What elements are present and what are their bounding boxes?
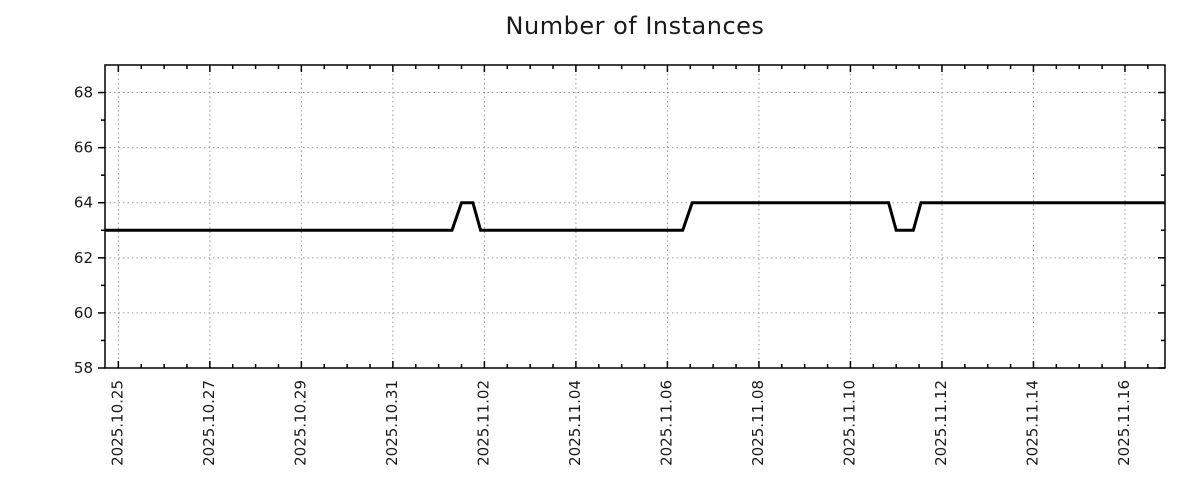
y-tick-label: 64	[74, 194, 93, 212]
x-axis-labels: 2025.10.25 2025.10.27 2025.10.29 2025.10.31…	[108, 380, 1133, 466]
y-tick-label: 62	[74, 249, 93, 267]
x-tick-label-group: 2025.11.16	[1115, 380, 1133, 466]
x-tick-label-group: 2025.11.14	[1023, 380, 1041, 466]
y-tick-label: 58	[74, 359, 93, 377]
x-tick-label-group: 2025.10.31	[383, 380, 401, 466]
x-tick-label-group: 2025.10.27	[200, 380, 218, 466]
x-tick-label: 2025.10.25	[108, 380, 126, 466]
plot-border-rect	[104, 64, 1166, 369]
x-tick-label: 2025.11.02	[474, 380, 492, 466]
x-tick-label: 2025.11.04	[566, 380, 584, 466]
x-tick-label-group: 2025.11.12	[932, 380, 950, 466]
data-line-instances	[105, 201, 1165, 232]
y-tick-label: 68	[74, 84, 93, 102]
x-tick-label: 2025.11.14	[1023, 380, 1041, 466]
y-tick-label: 60	[74, 304, 93, 322]
plot-border	[104, 64, 1166, 369]
x-tick-label-group: 2025.11.02	[474, 380, 492, 466]
x-tick-label: 2025.11.10	[840, 380, 858, 466]
x-tick-label-group: 2025.10.25	[108, 380, 126, 466]
x-tick-label-group: 2025.11.08	[749, 380, 767, 466]
data-series	[105, 201, 1165, 232]
x-tick-label: 2025.11.12	[932, 380, 950, 466]
chart-title: Number of Instances	[505, 12, 765, 40]
y-tick-label: 66	[74, 139, 93, 157]
x-tick-label: 2025.10.29	[291, 380, 309, 466]
axis-ticks	[98, 65, 1165, 369]
x-tick-label: 2025.11.06	[657, 380, 675, 466]
x-tick-label-group: 2025.11.04	[566, 380, 584, 466]
x-tick-label-group: 2025.11.06	[657, 380, 675, 466]
x-tick-label: 2025.11.16	[1115, 380, 1133, 466]
gridlines	[105, 65, 1165, 368]
x-tick-label-group: 2025.10.29	[291, 380, 309, 466]
x-tick-label: 2025.10.31	[383, 380, 401, 466]
x-tick-label: 2025.11.08	[749, 380, 767, 466]
x-tick-label: 2025.10.27	[200, 380, 218, 466]
x-tick-label-group: 2025.11.10	[840, 380, 858, 466]
y-axis-labels: 58 60 62 64 66 68	[74, 84, 93, 377]
